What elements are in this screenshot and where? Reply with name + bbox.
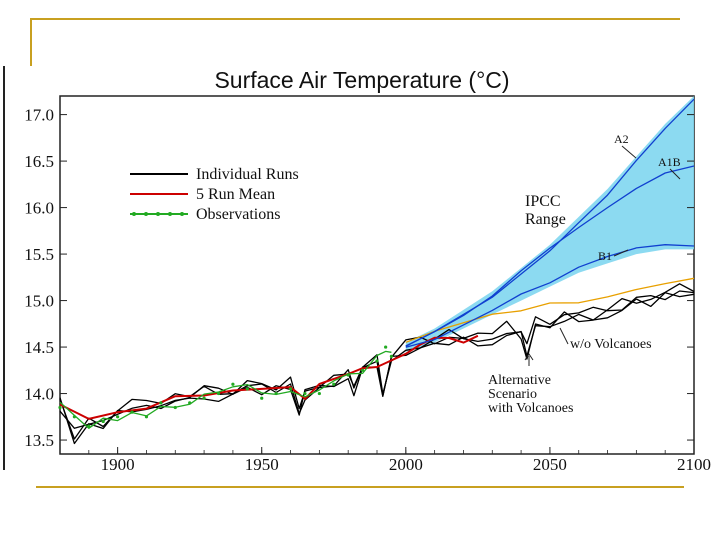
observation-point: [58, 405, 62, 410]
legend-marker: [180, 212, 184, 216]
wo-volcanoes-label: w/o Volcanoes: [570, 337, 652, 352]
legend-label: Observations: [196, 206, 280, 223]
x-tick-label: 2000: [389, 455, 423, 470]
observation-point: [159, 401, 163, 405]
x-tick-label: 2050: [533, 455, 567, 470]
alt-scenario-label-line: with Volcanoes: [488, 401, 573, 416]
series-line-b1: [405, 244, 695, 348]
observation-point: [188, 401, 192, 405]
observation-point: [332, 382, 336, 386]
a1b-pointer: [669, 168, 681, 180]
observation-point: [389, 354, 394, 358]
legend-label: 5 Run Mean: [196, 186, 275, 203]
observation-point: [72, 415, 77, 419]
x-tick-label: 2100: [677, 455, 711, 470]
ipcc-label-line1: IPCC: [525, 193, 561, 210]
observation-point: [216, 391, 221, 396]
y-tick-label: 13.5: [24, 431, 54, 450]
observation-point: [274, 391, 278, 396]
legend-label: Individual Runs: [196, 166, 299, 183]
observation-point: [202, 396, 206, 400]
observation-point: [173, 405, 177, 410]
y-tick-label: 14.5: [24, 338, 54, 357]
a2-pointer: [621, 145, 637, 159]
alt-scenario-arrowhead: [524, 353, 534, 361]
chart-image: Surface Air Temperature (°C) 13.5 14.0 14.…: [0, 66, 720, 470]
observation-point: [116, 415, 120, 419]
observation-point: [87, 424, 91, 428]
y-tick-label: 15.0: [24, 292, 54, 311]
observation-point: [245, 387, 249, 391]
y-tick-label: 14.0: [24, 385, 54, 404]
a2-label: A2: [614, 132, 629, 146]
bottom-frame-line: [36, 486, 684, 488]
series-line-a1b: [405, 165, 695, 347]
x-tick-label: 1900: [101, 455, 135, 470]
temperature-chart: Surface Air Temperature (°C) 13.5 14.0 14.…: [0, 66, 720, 470]
ipcc-range-band: [405, 96, 694, 352]
y-tick-label: 15.5: [24, 245, 54, 264]
observation-point: [384, 345, 388, 349]
series-line-w-o-volcanoes: [405, 277, 695, 343]
wo-volcanoes-pointer: [559, 327, 569, 345]
observation-point: [231, 382, 235, 386]
a1b-label: A1B: [658, 155, 681, 169]
observation-point: [346, 373, 350, 377]
observation-point: [130, 410, 134, 414]
observation-point: [375, 359, 379, 363]
legend-marker: [156, 212, 160, 216]
y-tick-label: 16.5: [24, 152, 54, 171]
y-tick-label: 16.0: [24, 199, 54, 218]
b1-label: B1: [598, 249, 612, 263]
chart-title: Surface Air Temperature (°C): [214, 67, 509, 93]
y-tick-label: 17.0: [24, 106, 54, 125]
legend-marker: [144, 212, 148, 216]
ipcc-label-line2: Range: [525, 211, 566, 228]
legend-marker: [132, 212, 136, 216]
legend-marker: [168, 212, 172, 216]
observation-point: [288, 387, 293, 391]
observation-point: [101, 419, 105, 424]
alt-scenario-label-line: Alternative: [488, 373, 551, 388]
b1-pointer: [613, 249, 629, 257]
top-frame-line: [30, 18, 680, 20]
observation-point: [260, 396, 264, 400]
observation-point: [317, 391, 321, 396]
left-frame-line: [30, 18, 32, 66]
observation-point: [303, 391, 307, 396]
series-line-5-run-mean: [59, 334, 479, 420]
x-tick-label: 1950: [245, 455, 279, 470]
alt-scenario-label-line: Scenario: [488, 387, 537, 402]
observation-point: [360, 368, 365, 372]
observation-point: [144, 415, 149, 419]
